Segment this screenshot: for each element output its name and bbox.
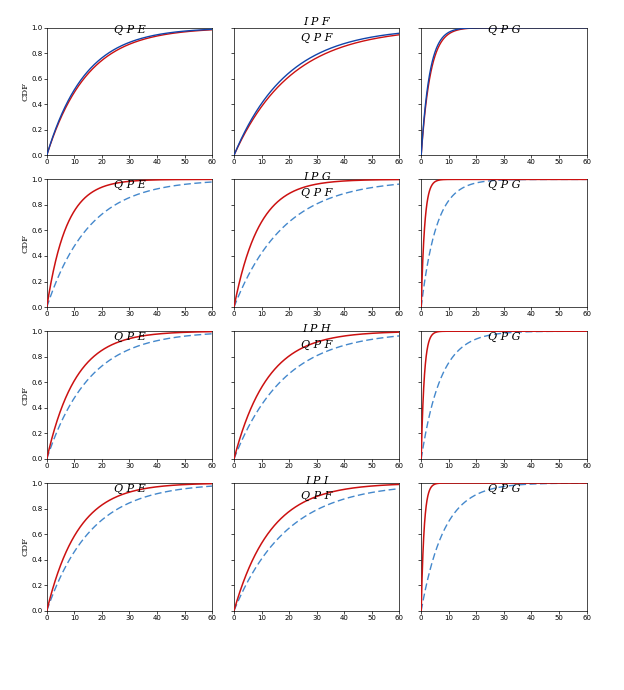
Text: Q P E: Q P E (114, 332, 145, 342)
Text: Q P G: Q P G (487, 484, 520, 494)
Text: Q P F: Q P F (301, 491, 333, 502)
Text: I P H: I P H (303, 324, 331, 334)
Text: Q P F: Q P F (301, 32, 333, 43)
Text: I P F: I P F (303, 17, 330, 27)
Text: Q P E: Q P E (114, 484, 145, 494)
Text: Q P E: Q P E (114, 25, 145, 35)
Text: Q P F: Q P F (301, 188, 333, 198)
Y-axis label: CDF: CDF (22, 234, 30, 253)
Y-axis label: CDF: CDF (22, 386, 30, 404)
Text: Q P E: Q P E (114, 180, 145, 190)
Text: Q P G: Q P G (487, 332, 520, 342)
Y-axis label: CDF: CDF (22, 82, 30, 101)
Y-axis label: CDF: CDF (22, 538, 30, 556)
Text: Q P G: Q P G (487, 25, 520, 35)
Text: Q P G: Q P G (487, 180, 520, 190)
Text: I P G: I P G (303, 172, 331, 182)
Text: Q P F: Q P F (301, 339, 333, 350)
Text: I P I: I P I (305, 476, 328, 486)
